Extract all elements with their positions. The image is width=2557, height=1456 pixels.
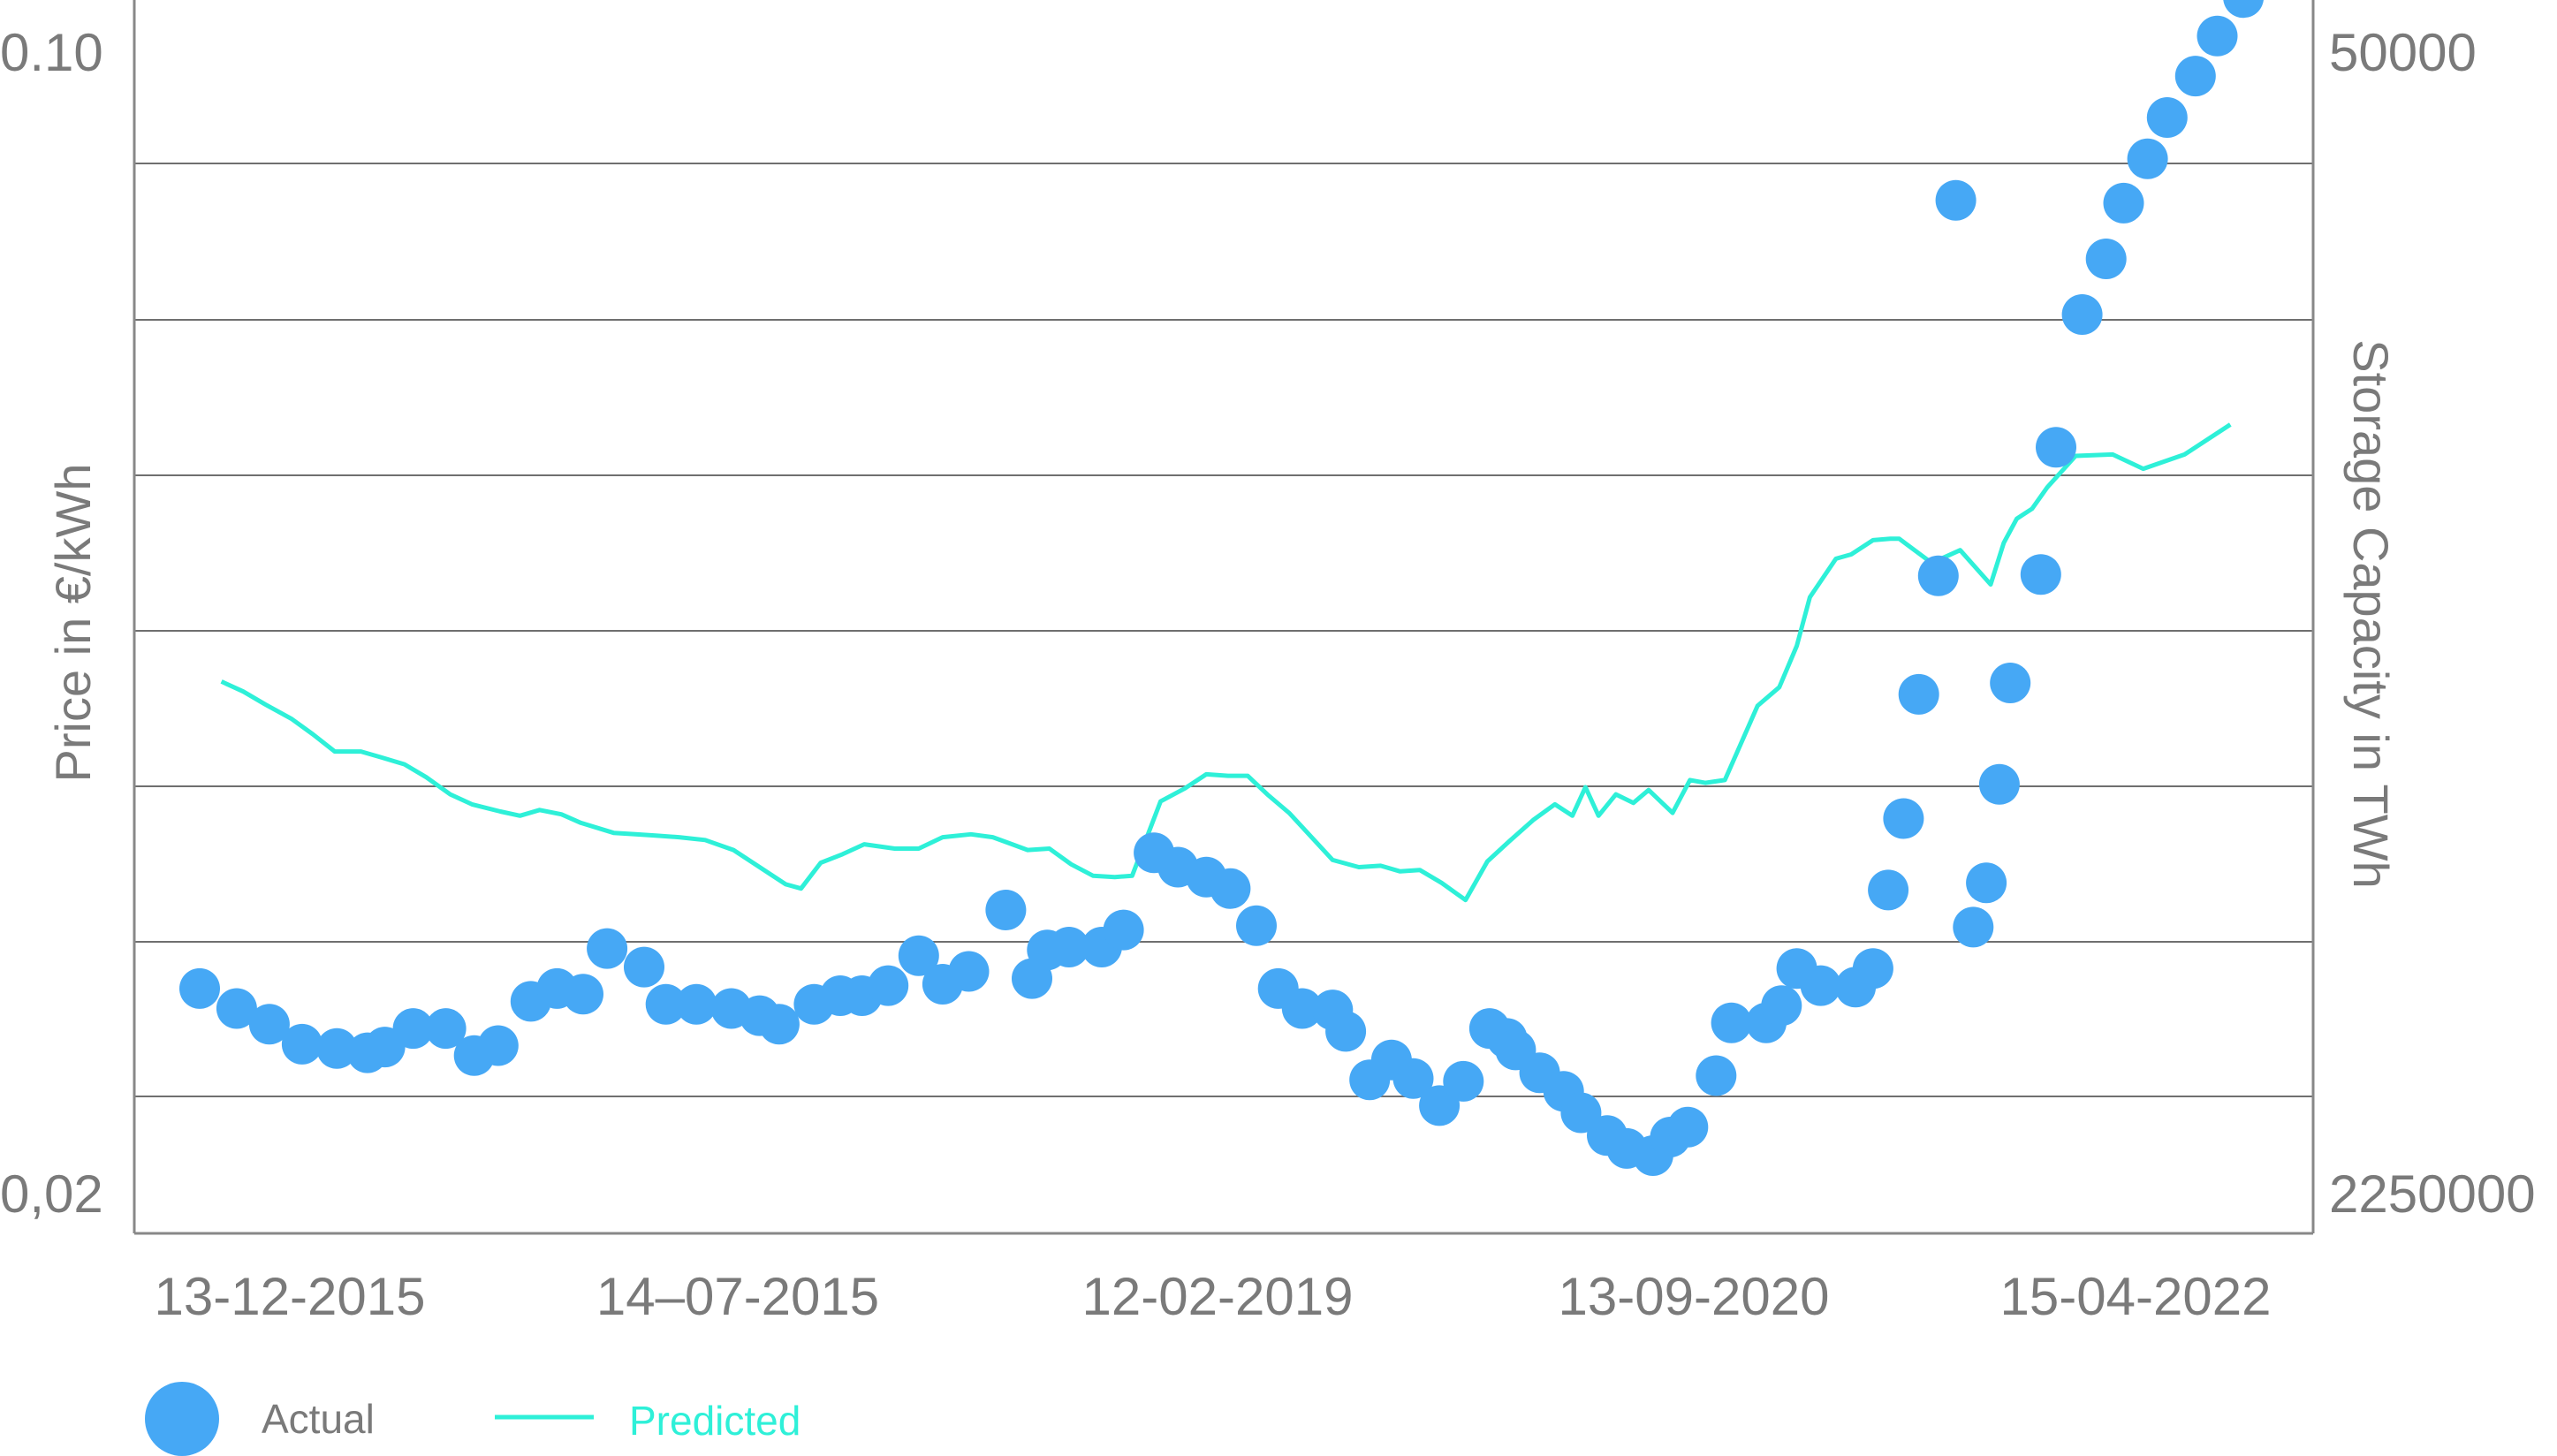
left-tick-top: 0.10 <box>0 23 103 82</box>
actual-point <box>2103 182 2144 224</box>
actual-point <box>758 1004 800 1045</box>
actual-point <box>1711 1002 1752 1043</box>
left-tick-bottom: 0,02 <box>0 1164 103 1224</box>
x-tick-label: 15-04-2022 <box>2000 1267 2272 1326</box>
right-axis-title: Storage Capacity in TWh <box>2343 339 2399 888</box>
actual-point <box>316 1028 358 1069</box>
actual-point <box>624 946 664 988</box>
actual-point <box>1325 1011 1367 1052</box>
actual-point <box>179 967 220 1009</box>
legend-actual-marker <box>145 1382 219 1456</box>
actual-point <box>1667 1106 1709 1148</box>
actual-point <box>1966 862 2007 904</box>
legend: Actual Predicted <box>145 1382 800 1456</box>
actual-point <box>1935 179 1977 221</box>
actual-point <box>1103 909 1144 951</box>
actual-point <box>477 1025 519 1066</box>
actual-point <box>248 1004 290 1045</box>
legend-predicted-label: Predicted <box>629 1398 800 1444</box>
actual-point <box>1210 868 1251 909</box>
actual-point <box>216 988 257 1029</box>
actual-point <box>2174 56 2216 97</box>
actual-point <box>392 1008 434 1050</box>
actual-point <box>948 951 990 992</box>
actual-point <box>563 974 603 1015</box>
actual-point <box>1898 673 1939 715</box>
actual-point <box>985 890 1027 930</box>
actual-point <box>676 983 717 1025</box>
actual-point <box>587 928 628 969</box>
x-tick-label: 12-02-2019 <box>1082 1267 1354 1326</box>
actual-point <box>1917 555 1959 596</box>
actual-point <box>868 965 909 1006</box>
actual-point <box>1852 948 1893 990</box>
actual-point <box>2127 138 2168 179</box>
legend-actual-label: Actual <box>262 1396 375 1442</box>
actual-point <box>1761 985 1802 1027</box>
actual-point <box>898 935 939 976</box>
x-tick-label: 13-12-2015 <box>155 1267 426 1326</box>
actual-series <box>179 0 2264 1176</box>
actual-point <box>645 983 687 1025</box>
actual-point <box>1392 1058 1434 1099</box>
predicted-series <box>220 422 2232 903</box>
actual-point <box>1696 1055 1737 1096</box>
left-axis-title: Price in €/kWh <box>45 464 101 783</box>
x-tick-label: 14–07-2015 <box>596 1267 879 1326</box>
x-tick-label: 13-09-2020 <box>1559 1267 1830 1326</box>
actual-point <box>1800 965 1841 1006</box>
actual-point <box>1868 869 1909 911</box>
actual-point <box>1978 763 2020 805</box>
actual-point <box>2146 97 2188 138</box>
plot-frame <box>133 0 2315 1235</box>
predicted-line <box>220 422 2232 903</box>
right-tick-top: 50000 <box>2329 23 2477 82</box>
grid-lines <box>134 163 2313 1097</box>
actual-point <box>425 1008 467 1050</box>
actual-point <box>1236 905 1277 946</box>
right-tick-bottom: 2250000 <box>2329 1164 2536 1224</box>
actual-point <box>1953 906 1994 948</box>
actual-point <box>1883 798 1924 839</box>
actual-point <box>281 1023 322 1065</box>
actual-point <box>2223 0 2264 19</box>
actual-point <box>1281 988 1323 1029</box>
actual-point <box>2085 239 2127 279</box>
actual-point <box>1560 1092 1602 1134</box>
actual-point <box>2197 15 2238 57</box>
actual-point <box>1443 1060 1484 1102</box>
actual-point <box>1990 663 2031 703</box>
actual-point <box>1048 927 1089 967</box>
actual-point <box>2061 294 2103 335</box>
actual-point <box>2020 554 2061 595</box>
actual-point <box>2036 427 2076 468</box>
